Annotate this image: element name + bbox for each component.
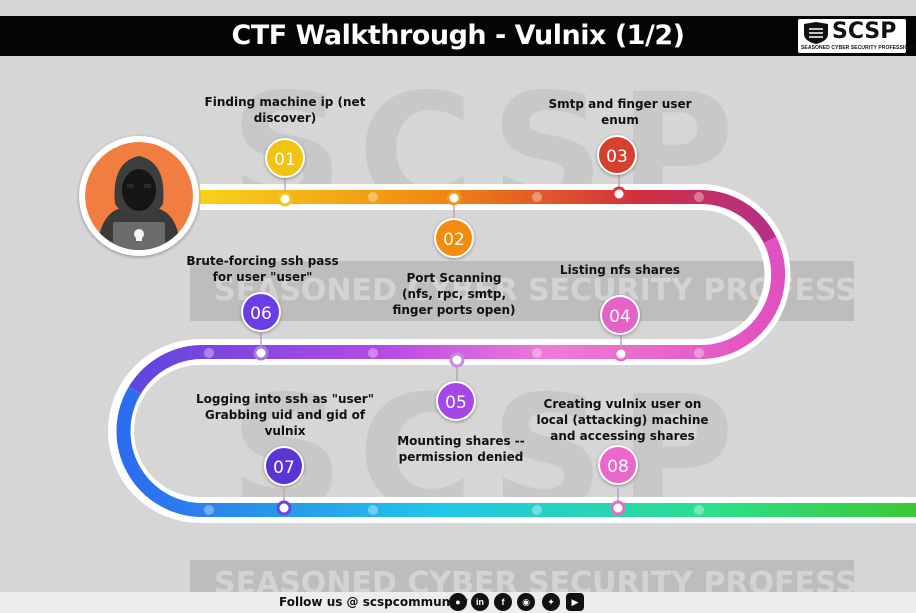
step-01-label: Finding machine ip (net discover) <box>204 95 366 125</box>
follow-text: Follow us @ scspcommunity <box>279 595 468 609</box>
step-07-badge: 07 <box>264 446 304 486</box>
track-node-07 <box>276 500 292 516</box>
step-08-badge: 08 <box>598 445 638 485</box>
hacker-avatar <box>79 136 199 256</box>
step-04-badge: 04 <box>600 295 640 335</box>
step-06-badge: 06 <box>241 292 281 332</box>
logo-subtitle: SEASONED CYBER SECURITY PROFESSIONALS <box>801 45 916 51</box>
watermark-band: SEASONED CYBER SECURITY PROFESSIONALS <box>190 261 854 321</box>
track-node-05 <box>449 352 465 368</box>
header-bar: CTF Walkthrough - Vulnix (1/2) SCSP SEAS… <box>0 16 916 56</box>
track-segment-top <box>200 189 777 244</box>
footer-bar: Follow us @ scspcommunity ● in f ◉ ✦ ▶ <box>0 592 916 613</box>
track-segment-middle <box>129 236 786 394</box>
github-icon[interactable]: ● <box>449 593 467 611</box>
track-node-04 <box>613 346 629 362</box>
scsp-logo: SCSP SEASONED CYBER SECURITY PROFESSIONA… <box>798 19 916 53</box>
step-08-label: Creating vulnix user on local (attacking… <box>536 397 709 443</box>
step-04-label: Listing nfs shares <box>559 263 681 277</box>
step-05-badge: 05 <box>436 381 476 421</box>
track-node-08 <box>610 500 626 516</box>
logo-text: SCSP <box>832 19 897 44</box>
logo-shield-icon <box>804 22 828 44</box>
track-node-02 <box>446 190 462 206</box>
step-05-label: Mounting shares -- permission denied <box>397 434 525 464</box>
hacker-icon <box>85 142 193 250</box>
step-06-label: Brute-forcing ssh pass for user "user" <box>186 254 339 284</box>
twitter-icon[interactable]: ✦ <box>542 593 560 611</box>
instagram-icon[interactable]: ◉ <box>517 593 535 611</box>
page-title: CTF Walkthrough - Vulnix (1/2) <box>231 20 685 51</box>
step-07-label: Logging into ssh as "user" Grabbing uid … <box>196 392 374 438</box>
track-segment-bottom <box>116 386 916 517</box>
step-03-label: Smtp and finger user enum <box>548 97 692 127</box>
linkedin-icon[interactable]: in <box>471 593 489 611</box>
track-node-06 <box>253 345 269 361</box>
step-03-badge: 03 <box>597 135 637 175</box>
step-01-badge: 01 <box>265 138 305 178</box>
facebook-icon[interactable]: f <box>494 593 512 611</box>
track-node-01 <box>277 191 293 207</box>
track-node-03 <box>611 186 627 202</box>
step-02-badge: 02 <box>434 218 474 258</box>
youtube-icon[interactable]: ▶ <box>566 593 584 611</box>
step-02-label: Port Scanning (nfs, rpc, smtp, finger po… <box>392 271 516 317</box>
